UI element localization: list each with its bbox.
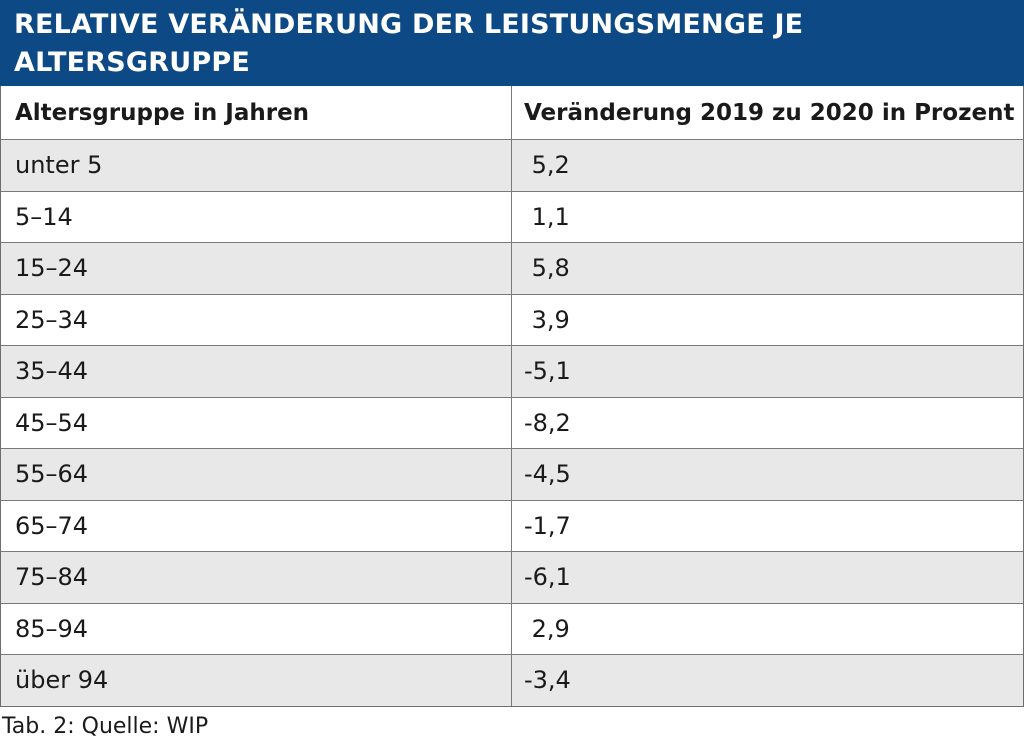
table-row: unter 5 5,2 [1, 139, 1023, 191]
table-row: 45–54 -8,2 [1, 396, 1023, 448]
age-group-cell: über 94 [1, 655, 512, 706]
table-source-caption: Tab. 2: Quelle: WIP [2, 714, 209, 739]
age-group-cell: 25–34 [1, 294, 512, 345]
column-header-age-group: Altersgruppe in Jahren [1, 86, 512, 139]
table-header-row: Altersgruppe in Jahren Veränderung 2019 … [1, 86, 1023, 139]
table-row: 85–94 2,9 [1, 602, 1023, 654]
change-value-cell: -5,1 [524, 357, 571, 386]
data-table: Altersgruppe in Jahren Veränderung 2019 … [0, 86, 1024, 707]
age-group-cell: 85–94 [1, 603, 512, 654]
table-title-line-2: (2019, 2020) [14, 85, 212, 116]
age-group-cell: unter 5 [1, 140, 512, 191]
table-row: 65–74 -1,7 [1, 499, 1023, 551]
age-group-cell: 65–74 [1, 500, 512, 551]
change-value-cell: 3,9 [524, 305, 570, 334]
change-value-cell: -1,7 [524, 511, 571, 540]
table-row: 5–14 1,1 [1, 190, 1023, 242]
change-value-cell: -6,1 [524, 563, 571, 592]
change-value-cell: 2,9 [524, 614, 570, 643]
age-group-cell: 45–54 [1, 397, 512, 448]
column-header-change-percent: Veränderung 2019 zu 2020 in Prozent [524, 99, 1015, 126]
table-row: 15–24 5,8 [1, 242, 1023, 294]
change-value-cell: 5,2 [524, 151, 570, 180]
change-value-cell: -3,4 [524, 666, 571, 695]
table-title: RELATIVE VERÄNDERUNG DER LEISTUNGSMENGE … [0, 0, 1024, 116]
change-value-cell: 1,1 [524, 202, 570, 231]
age-group-cell: 75–84 [1, 552, 512, 603]
change-value-cell: -8,2 [524, 408, 571, 437]
table-row: 75–84 -6,1 [1, 551, 1023, 603]
table-row: 25–34 3,9 [1, 293, 1023, 345]
table-title-line-1: RELATIVE VERÄNDERUNG DER LEISTUNGSMENGE … [14, 9, 804, 78]
table-row: über 94 -3,4 [1, 654, 1023, 706]
change-value-cell: 5,8 [524, 254, 570, 283]
age-group-cell: 15–24 [1, 243, 512, 294]
table-row: 35–44 -5,1 [1, 345, 1023, 397]
age-group-cell: 35–44 [1, 346, 512, 397]
age-group-cell: 55–64 [1, 449, 512, 500]
change-value-cell: -4,5 [524, 460, 571, 489]
table-row: 55–64 -4,5 [1, 448, 1023, 500]
age-group-cell: 5–14 [1, 191, 512, 242]
